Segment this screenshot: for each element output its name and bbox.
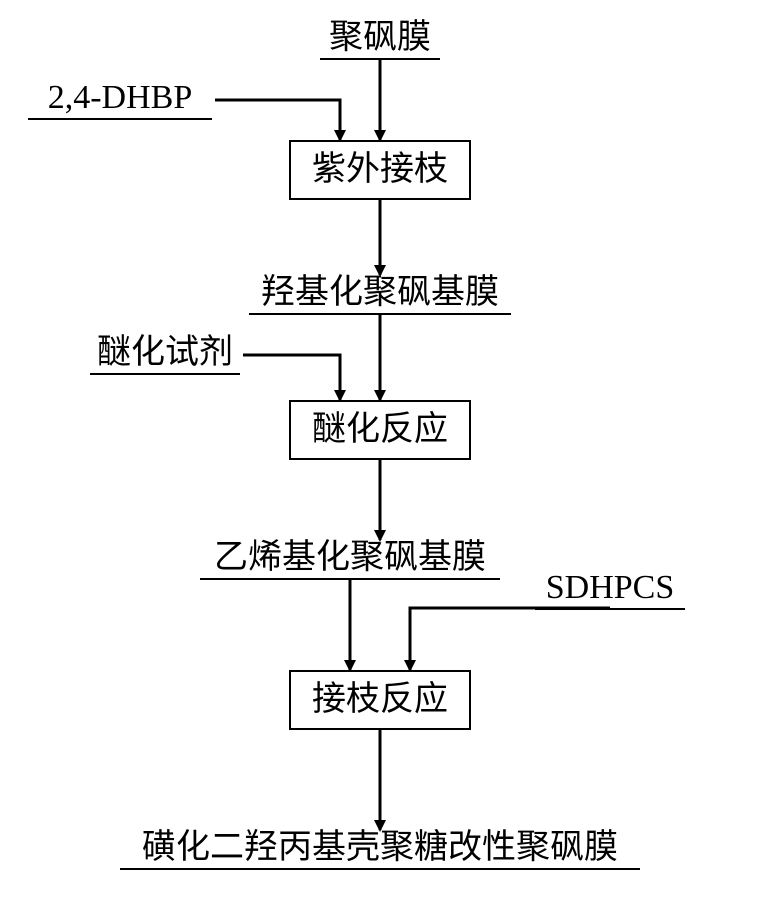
label-input_top: 聚砜膜 — [329, 18, 431, 56]
node-mid2: 乙烯基化聚砜基膜 — [200, 538, 500, 579]
edge-input_right-box3 — [410, 608, 610, 670]
label-input_left2: 醚化试剂 — [97, 333, 233, 371]
node-input_left1: 2,4-DHBP — [28, 79, 212, 119]
label-mid1: 羟基化聚砜基膜 — [261, 273, 499, 311]
label-input_right: SDHPCS — [546, 569, 675, 606]
node-input_left2: 醚化试剂 — [90, 333, 240, 374]
node-mid1: 羟基化聚砜基膜 — [249, 273, 511, 314]
node-box3: 接枝反应 — [290, 671, 470, 729]
node-box2: 醚化反应 — [290, 401, 470, 459]
label-mid2: 乙烯基化聚砜基膜 — [214, 538, 486, 576]
flowchart-canvas: 聚砜膜 2,4-DHBP 紫外接枝羟基化聚砜基膜醚化试剂醚化反应乙烯基化聚砜基膜 SD… — [0, 0, 758, 919]
node-box1: 紫外接枝 — [290, 141, 470, 199]
node-input_top: 聚砜膜 — [320, 18, 440, 59]
node-output: 磺化二羟丙基壳聚糖改性聚砜膜 — [120, 828, 640, 869]
box-label-box1: 紫外接枝 — [312, 150, 448, 188]
edge-input_left1-box1 — [215, 100, 340, 140]
node-input_right: SDHPCS — [535, 569, 685, 609]
nodes-layer: 聚砜膜 2,4-DHBP 紫外接枝羟基化聚砜基膜醚化试剂醚化反应乙烯基化聚砜基膜 SD… — [28, 18, 685, 869]
label-output: 磺化二羟丙基壳聚糖改性聚砜膜 — [142, 828, 618, 866]
edge-input_left2-box2 — [243, 355, 340, 400]
box-label-box3: 接枝反应 — [312, 680, 448, 718]
box-label-box2: 醚化反应 — [312, 410, 448, 448]
label-input_left1: 2,4-DHBP — [48, 79, 193, 116]
